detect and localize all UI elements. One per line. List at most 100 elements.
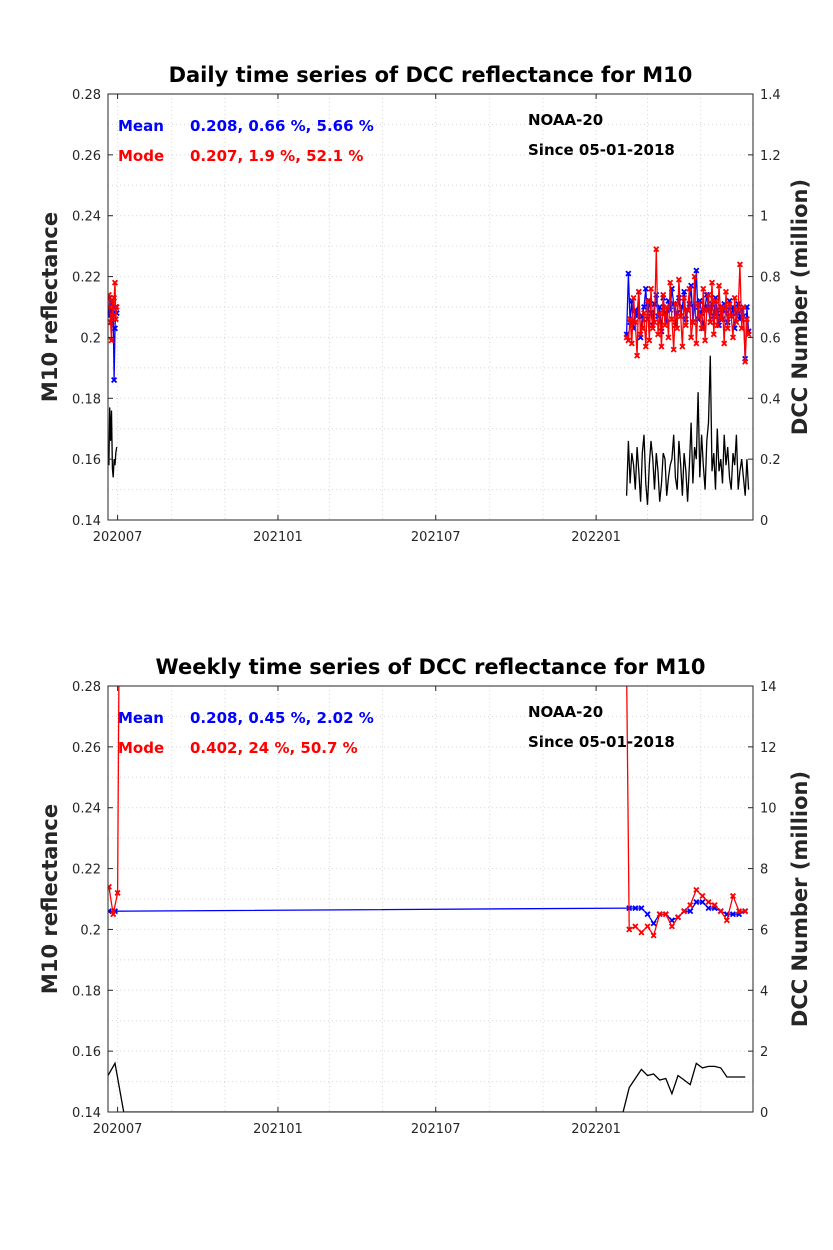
data-point	[111, 294, 118, 301]
y2-tick-label: 0.6	[760, 331, 781, 346]
data-point	[696, 297, 703, 304]
data-point	[740, 303, 747, 311]
y-tick-label: 0.14	[72, 1106, 101, 1121]
data-point	[693, 886, 700, 893]
data-point	[731, 294, 738, 301]
y-tick-label: 0.14	[72, 514, 101, 529]
data-point	[733, 319, 740, 326]
y2-tick-label: 8	[760, 863, 768, 878]
data-point	[668, 923, 675, 930]
y2-tick-label: 0.8	[760, 271, 781, 286]
data-point	[677, 313, 684, 320]
y-tick-label: 0.22	[72, 863, 101, 878]
data-point	[654, 331, 662, 338]
x-tick-label: 202201	[571, 1122, 621, 1137]
y2-axis-label: DCC Number (million)	[788, 771, 812, 1027]
data-point	[630, 294, 637, 301]
mode-label: Mode	[118, 147, 164, 165]
chart-title: Weekly time series of DCC reflectance fo…	[156, 655, 706, 679]
y-tick-label: 0.2	[80, 331, 101, 346]
data-point	[705, 905, 712, 912]
data-point	[642, 343, 649, 350]
data-point	[723, 917, 730, 924]
satellite-label: NOAA-20	[528, 111, 603, 129]
data-point	[656, 911, 663, 918]
data-point	[626, 926, 633, 933]
data-point	[108, 337, 115, 344]
data-point	[736, 908, 743, 915]
series-dcc-number	[108, 355, 750, 505]
grid	[108, 685, 753, 1113]
data-point	[641, 303, 648, 311]
data-point	[623, 334, 630, 341]
data-point	[113, 303, 120, 311]
data-point	[663, 303, 670, 311]
x-tick-label: 202201	[571, 530, 621, 545]
data-point	[743, 316, 750, 323]
mode-values: 0.402, 24 %, 50.7 %	[190, 739, 358, 757]
y-tick-label: 0.24	[72, 802, 101, 817]
data-point	[719, 303, 726, 311]
data-point	[715, 282, 723, 289]
data-point	[656, 310, 663, 317]
data-point	[108, 883, 112, 890]
chart-weekly: 202007 202101 202107 2022010.140.160.180.20…	[38, 655, 812, 1137]
mean-label: Mean	[118, 709, 164, 727]
data-point	[650, 920, 657, 927]
y2-tick-label: 14	[760, 680, 777, 695]
y2-tick-label: 1.4	[760, 88, 781, 103]
data-point	[724, 325, 731, 332]
data-point	[627, 316, 634, 323]
x-tick-label: 202007	[93, 530, 143, 545]
data-point	[674, 325, 681, 332]
mean-values: 0.208, 0.66 %, 5.66 %	[190, 117, 374, 135]
data-point	[717, 908, 724, 915]
data-point	[705, 899, 712, 906]
plot-area	[108, 94, 753, 520]
y2-tick-label: 4	[760, 984, 768, 999]
since-label: Since 05-01-2018	[528, 141, 675, 159]
y2-tick-label: 0	[760, 514, 768, 529]
mode-values: 0.207, 1.9 %, 52.1 %	[190, 147, 363, 165]
y2-tick-label: 2	[760, 1045, 768, 1060]
data-point	[112, 316, 119, 323]
data-point	[721, 340, 728, 347]
y2-tick-label: 6	[760, 923, 768, 938]
data-point	[711, 902, 718, 909]
data-point	[699, 892, 706, 899]
data-point	[681, 294, 688, 301]
data-point	[738, 325, 745, 332]
data-point	[689, 319, 696, 326]
data-point	[110, 911, 117, 918]
data-point	[693, 340, 700, 347]
y2-tick-label: 0	[760, 1106, 768, 1121]
series-dcc-number	[108, 1061, 746, 1112]
y2-tick-label: 12	[760, 741, 777, 756]
y-tick-label: 0.2	[80, 923, 101, 938]
y-tick-label: 0.26	[72, 149, 101, 164]
data-point	[717, 316, 724, 323]
series-group	[108, 686, 749, 1112]
data-point	[681, 908, 688, 915]
data-point	[660, 291, 667, 298]
data-point	[736, 261, 743, 268]
x-tick-label: 202101	[253, 530, 303, 545]
data-point	[650, 932, 657, 939]
series-group	[108, 246, 752, 505]
data-point	[672, 300, 679, 307]
plot-area	[108, 686, 753, 1112]
y2-tick-label: 0.2	[760, 453, 781, 468]
data-point	[667, 279, 674, 286]
data-point	[114, 889, 121, 896]
data-point	[714, 322, 721, 329]
y-tick-label: 0.16	[72, 1045, 101, 1060]
data-point	[735, 307, 742, 314]
data-point	[670, 346, 677, 353]
y-tick-label: 0.28	[72, 680, 101, 695]
data-point	[639, 325, 646, 332]
data-point	[637, 331, 644, 338]
y-tick-label: 0.22	[72, 271, 101, 286]
mean-values: 0.208, 0.45 %, 2.02 %	[190, 709, 374, 727]
data-point	[651, 319, 658, 326]
